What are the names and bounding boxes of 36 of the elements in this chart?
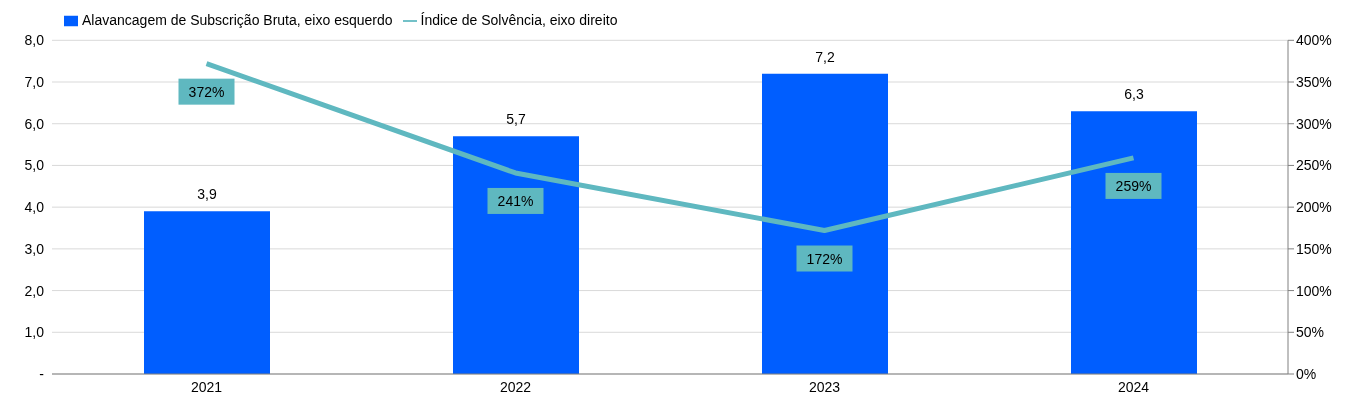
- legend-label: Alavancagem de Subscrição Bruta, eixo esquerdo: [82, 12, 393, 28]
- y-tick-label: 8,0: [24, 32, 45, 49]
- y-tick-label: -: [39, 365, 45, 382]
- data-label: 7,2: [815, 48, 835, 65]
- y2-tick-label: 400%: [1296, 32, 1332, 49]
- bar: [453, 136, 579, 374]
- y2-tick-label: 0%: [1296, 365, 1317, 382]
- y2-tick-label: 200%: [1296, 199, 1332, 216]
- y-tick-label: 5,0: [24, 157, 45, 174]
- data-label: 5,7: [506, 111, 526, 128]
- y2-tick-label: 100%: [1296, 282, 1332, 299]
- x-tick-label: 2022: [499, 378, 532, 395]
- y-tick-label: 7,0: [24, 73, 45, 90]
- data-label: 259%: [1115, 177, 1152, 194]
- x-tick-label: 2021: [190, 378, 223, 395]
- y2-tick-label: 300%: [1296, 115, 1332, 132]
- x-tick-label: 2024: [1117, 378, 1150, 395]
- y-tick-label: 4,0: [24, 199, 45, 216]
- data-label: 241%: [497, 192, 534, 209]
- data-label: 3,9: [197, 186, 217, 203]
- y-tick-label: 1,0: [24, 324, 45, 341]
- y-tick-label: 6,0: [24, 115, 45, 132]
- y-tick-label: 3,0: [24, 240, 45, 257]
- bar: [1071, 111, 1197, 374]
- x-tick-label: 2023: [808, 378, 841, 395]
- data-label: 172%: [806, 250, 843, 267]
- bar: [762, 73, 888, 374]
- y2-tick-label: 50%: [1296, 324, 1325, 341]
- data-label: 6,3: [1124, 86, 1144, 103]
- legend-label: Índice de Solvência, eixo direito: [420, 12, 618, 28]
- y2-tick-label: 350%: [1296, 73, 1332, 90]
- y2-tick-label: 150%: [1296, 240, 1332, 257]
- y2-tick-label: 250%: [1296, 157, 1332, 174]
- bar: [144, 211, 270, 374]
- data-label: 372%: [188, 83, 225, 100]
- y-tick-label: 2,0: [24, 282, 45, 299]
